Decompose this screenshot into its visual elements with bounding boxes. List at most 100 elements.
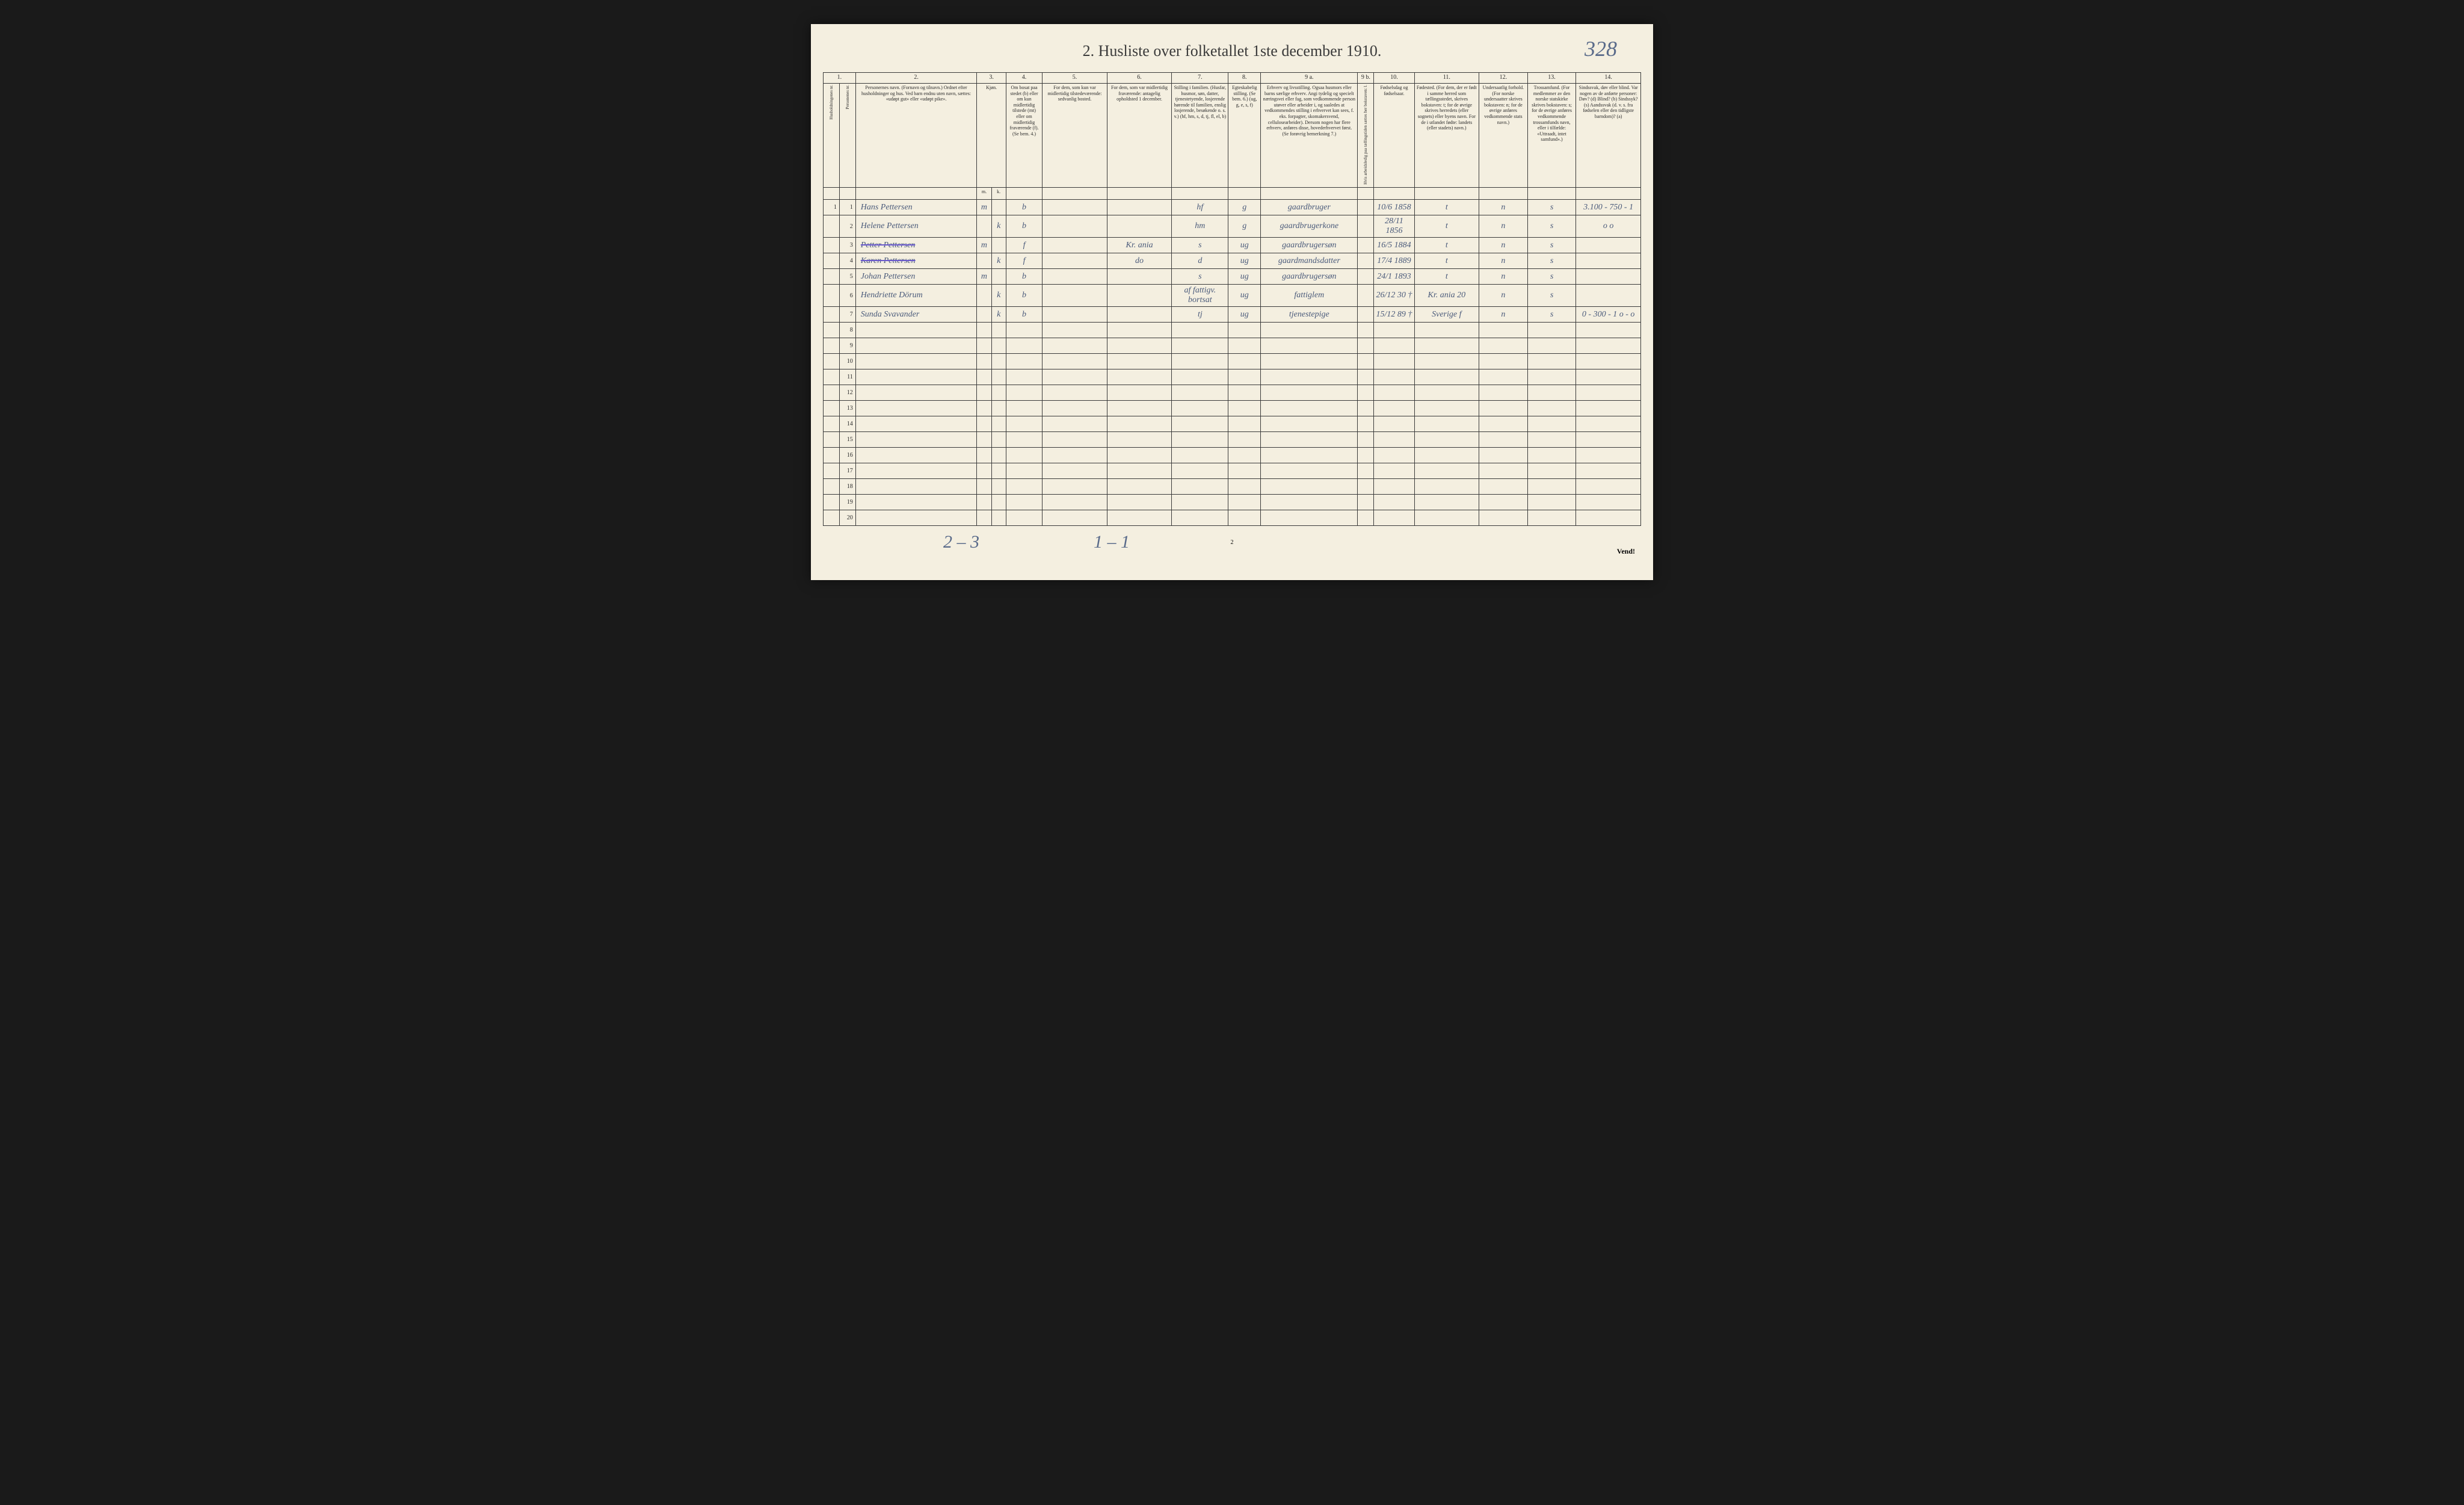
cell [977,253,991,269]
cell: 6 [839,285,855,307]
cell [824,401,840,416]
cell [1172,401,1228,416]
cell [991,510,1006,526]
cell [1261,448,1358,463]
cell [1006,401,1042,416]
cell: 5 [839,269,855,285]
cell [1374,338,1414,354]
cell: 4 [839,253,855,269]
colnum-7: 7. [1172,73,1228,84]
cell [977,510,991,526]
hdr-temp-absent: For dem, som var midlertidig fraværende:… [1107,84,1172,188]
cell: 20 [839,510,855,526]
cell [1358,215,1374,238]
colnum-4: 4. [1006,73,1042,84]
cell [824,253,840,269]
cell [1358,238,1374,253]
table-row: 18 [824,479,1641,495]
cell [1374,463,1414,479]
cell [1228,463,1261,479]
cell: k [991,253,1006,269]
hdr-occupation: Erhverv og livsstilling. Ogsaa husmors e… [1261,84,1358,188]
cell [1527,385,1576,401]
cell: gaardbrugersøn [1261,269,1358,285]
cell [977,463,991,479]
cell: n [1479,307,1528,323]
sub-blank-9 [1261,188,1358,200]
cell [1043,369,1107,385]
table-row: 9 [824,338,1641,354]
cell [1107,416,1172,432]
cell: 17 [839,463,855,479]
cell [977,385,991,401]
cell [1228,354,1261,369]
cell [977,448,991,463]
cell [1358,448,1374,463]
cell [1006,323,1042,338]
cell: 13 [839,401,855,416]
cell [1414,369,1479,385]
cell [1576,269,1641,285]
hdr-household-nr: Husholdningenes nr. [824,84,840,188]
hdr-religion: Trossamfund. (For medlemmer av den norsk… [1527,84,1576,188]
cell [1006,338,1042,354]
cell [1358,323,1374,338]
cell [1043,238,1107,253]
cell [1006,510,1042,526]
cell [1261,495,1358,510]
cell: gaardbruger [1261,200,1358,215]
cell [1228,495,1261,510]
cell [1576,495,1641,510]
table-row: 20 [824,510,1641,526]
cell [1527,401,1576,416]
cell: 11 [839,369,855,385]
cell [824,416,840,432]
cell [1374,479,1414,495]
census-table: 1. 2. 3. 4. 5. 6. 7. 8. 9 a. 9 b. 10. 11… [823,72,1641,526]
cell [1374,510,1414,526]
sub-blank-15 [1576,188,1641,200]
cell [1107,463,1172,479]
cell [1006,385,1042,401]
cell [991,323,1006,338]
cell: 0 - 300 - 1 o - o [1576,307,1641,323]
cell [1358,307,1374,323]
cell [855,448,977,463]
cell: m [977,238,991,253]
cell [1107,215,1172,238]
colnum-5: 5. [1043,73,1107,84]
cell [1261,385,1358,401]
cell [855,354,977,369]
cell [1576,385,1641,401]
cell: 10/6 1858 [1374,200,1414,215]
cell: o o [1576,215,1641,238]
cell: s [1172,269,1228,285]
cell [824,238,840,253]
cell [1172,385,1228,401]
cell: ug [1228,253,1261,269]
cell: Kr. ania 20 [1414,285,1479,307]
cell [1228,510,1261,526]
cell [1576,432,1641,448]
cell [855,479,977,495]
sub-blank-4 [1006,188,1042,200]
cell [1374,354,1414,369]
table-body: 11Hans Pettersenmbhfggaardbruger10/6 185… [824,200,1641,526]
cell [977,479,991,495]
cell [1043,354,1107,369]
cell: n [1479,238,1528,253]
cell [1374,323,1414,338]
cell [977,307,991,323]
sub-blank-13 [1479,188,1528,200]
cell [1414,479,1479,495]
cell [1261,323,1358,338]
cell: 18 [839,479,855,495]
colnum-11: 11. [1414,73,1479,84]
cell [1358,253,1374,269]
cell [1107,354,1172,369]
cell [1414,432,1479,448]
cell [1107,369,1172,385]
cell [1261,369,1358,385]
cell [1043,401,1107,416]
cell: hm [1172,215,1228,238]
